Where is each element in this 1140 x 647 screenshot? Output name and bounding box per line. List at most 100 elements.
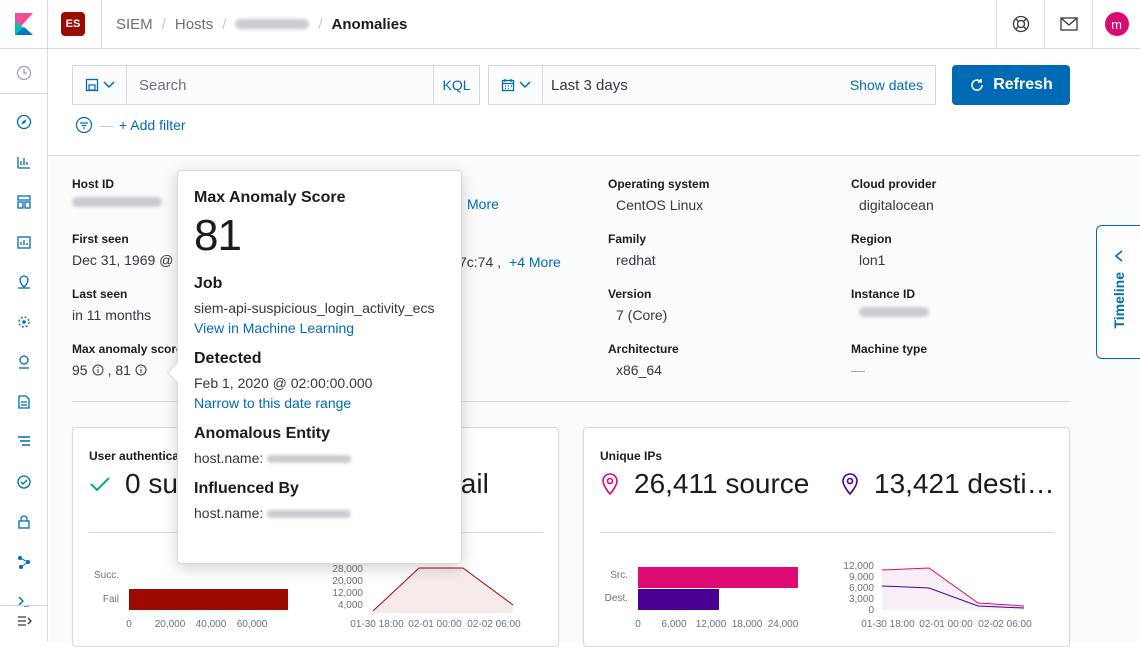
first-seen-field: First seen Dec 31, 1969 @: [72, 232, 173, 268]
timeline-flyout-button[interactable]: Timeline: [1096, 225, 1140, 359]
family-value[interactable]: redhat: [616, 252, 656, 268]
version-label: Version: [608, 287, 652, 301]
os-field: Operating system CentOS Linux: [608, 177, 709, 213]
instance-id-value[interactable]: [851, 307, 929, 317]
destination-line: [881, 585, 1025, 609]
region-value[interactable]: lon1: [859, 252, 886, 268]
source-ips-value: 26,411 source: [634, 468, 810, 499]
space-badge[interactable]: ES: [61, 12, 85, 36]
filter-icon[interactable]: [75, 116, 93, 134]
visualize-icon[interactable]: [12, 150, 36, 174]
instance-id-redacted: [859, 307, 929, 317]
bar-tick: 40,000: [196, 619, 227, 630]
dev-tools-icon[interactable]: [12, 590, 36, 614]
section-divider: [72, 401, 1070, 402]
fail-area: [373, 568, 513, 613]
bar-label: Src.: [610, 570, 628, 581]
detected-section: Detected Feb 1, 2020 @ 02:00:00.000 Narr…: [194, 350, 445, 411]
machine-type-label: Machine type: [851, 342, 928, 356]
info-icon[interactable]: [135, 364, 147, 376]
discover-icon[interactable]: [12, 110, 36, 134]
uptime-icon[interactable]: [12, 470, 36, 494]
apm-icon[interactable]: [12, 430, 36, 454]
infrastructure-icon[interactable]: [12, 350, 36, 374]
quick-menu-button[interactable]: [489, 66, 543, 104]
cloud-provider-label: Cloud provider: [851, 177, 937, 191]
more-link[interactable]: More: [467, 196, 499, 212]
canvas-icon[interactable]: [12, 230, 36, 254]
mac-field: 7c:74 , +4 More: [459, 254, 561, 270]
cloud-provider-value[interactable]: digitalocean: [859, 197, 934, 213]
area-xtick: 02-02 06:00: [978, 619, 1032, 630]
collapse-nav-icon[interactable]: [12, 609, 36, 633]
bar-tick: 0: [126, 619, 132, 630]
anomaly-score[interactable]: 95: [72, 362, 88, 378]
area-ytick: 0: [868, 605, 874, 616]
kibana-logo[interactable]: [0, 0, 48, 48]
dashboard-icon[interactable]: [12, 190, 36, 214]
date-range-text[interactable]: Last 3 days: [551, 76, 628, 94]
chevron-left-icon: [1114, 250, 1123, 262]
source-bar[interactable]: [638, 567, 798, 588]
kql-toggle-button[interactable]: KQL: [433, 66, 479, 104]
filter-row: — + Add filter: [75, 116, 186, 134]
narrow-date-range-link[interactable]: Narrow to this date range: [194, 395, 352, 411]
host-id-value: [72, 197, 162, 207]
recent-icon[interactable]: [12, 61, 36, 85]
architecture-value[interactable]: x86_64: [616, 362, 662, 378]
mail-icon[interactable]: [1044, 0, 1092, 48]
siem-icon[interactable]: [12, 510, 36, 534]
auth-charts: Succ. Fail 0 20,000 40,000 60,000 28,000…: [94, 564, 521, 630]
header-actions: m: [996, 0, 1140, 48]
maps-icon[interactable]: [12, 270, 36, 294]
source-line: [881, 567, 1025, 607]
area-ytick: 28,000: [332, 564, 363, 575]
search-input[interactable]: Search: [139, 76, 187, 94]
host-id-field: Host ID: [72, 177, 162, 207]
first-seen-value: Dec 31, 1969 @: [72, 252, 174, 268]
fail-bar[interactable]: [129, 589, 288, 610]
add-filter-button[interactable]: + Add filter: [119, 117, 186, 133]
area-xtick: 01-30 18:00: [350, 619, 404, 630]
mac-more-link[interactable]: +4 More: [509, 254, 561, 270]
breadcrumb-separator: /: [318, 15, 323, 33]
destination-bar[interactable]: [638, 589, 719, 610]
machine-type-field: Machine type —: [851, 342, 927, 378]
source-area: [882, 568, 1024, 610]
breadcrumb-separator: /: [222, 15, 227, 33]
refresh-label: Refresh: [993, 76, 1053, 93]
refresh-button[interactable]: Refresh: [952, 65, 1070, 105]
bar-tick: 6,000: [661, 619, 686, 630]
view-in-ml-link[interactable]: View in Machine Learning: [194, 320, 355, 336]
region-field: Region lon1: [851, 232, 892, 268]
job-value: siem-api-suspicious_login_activity_ecs: [194, 300, 435, 316]
graph-icon[interactable]: [12, 550, 36, 574]
last-seen-field: Last seen in 11 months: [72, 287, 151, 323]
ip-more-link[interactable]: More: [467, 196, 499, 212]
max-anomaly-label: Max anomaly score: [72, 342, 183, 356]
version-value[interactable]: 7 (Core): [616, 307, 668, 323]
ml-icon[interactable]: [12, 310, 36, 334]
breadcrumb: SIEM / Hosts / / Anomalies: [101, 0, 407, 48]
first-seen-label: First seen: [72, 232, 129, 246]
mac-value: 7c:74 ,: [459, 254, 502, 270]
info-icon[interactable]: [92, 364, 104, 376]
user-menu[interactable]: m: [1092, 0, 1140, 48]
job-label: Job: [194, 275, 223, 292]
version-field: Version 7 (Core): [608, 287, 667, 323]
os-value[interactable]: CentOS Linux: [616, 197, 704, 213]
breadcrumb-siem[interactable]: SIEM: [116, 15, 153, 33]
breadcrumb-hostname-redacted[interactable]: [235, 19, 310, 29]
influenced-label: Influenced By: [194, 480, 299, 497]
breadcrumb-hosts[interactable]: Hosts: [174, 15, 214, 33]
entity-key: host.name:: [194, 450, 264, 466]
anomaly-score[interactable]: , 81: [107, 362, 131, 378]
panel-title: Unique IPs: [600, 449, 663, 463]
logs-icon[interactable]: [12, 390, 36, 414]
map-marker-icon: [602, 473, 618, 496]
show-dates-link[interactable]: Show dates: [849, 77, 923, 93]
help-icon[interactable]: [996, 0, 1044, 48]
saved-query-button[interactable]: [73, 66, 127, 104]
detected-label: Detected: [194, 350, 262, 367]
architecture-field: Architecture x86_64: [608, 342, 679, 378]
